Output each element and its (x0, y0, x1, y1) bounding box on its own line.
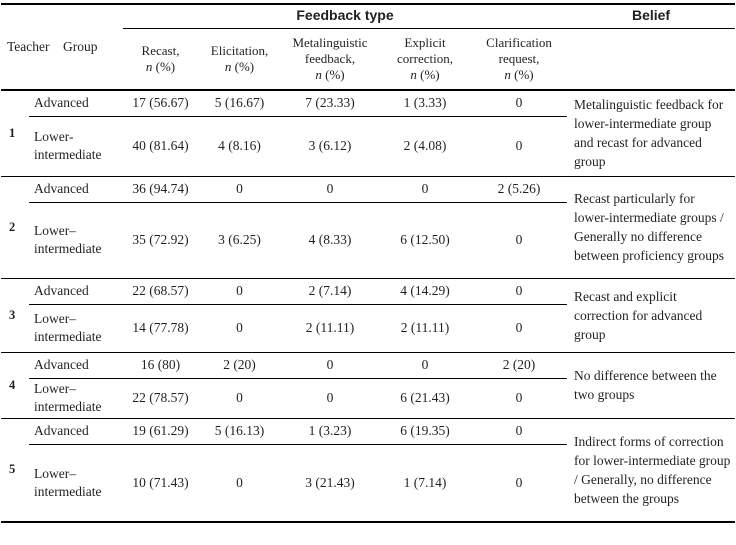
value-cell: 0 (236, 390, 243, 405)
value-cell: 2 (20) (471, 352, 568, 379)
value-cell: 0 (515, 138, 523, 153)
teacher-number: 1 (9, 125, 16, 140)
value-cell: 0 (515, 390, 523, 405)
value-cell: 0 (471, 418, 568, 445)
column-header-explicit-correction: Explicit correction, n (%) (397, 34, 453, 82)
value-cell: 1 (3.33) (379, 90, 471, 117)
value-cell: 0 (515, 232, 523, 247)
value-cell: 2 (11.11) (305, 320, 355, 335)
value-cell: 1 (3.23) (281, 418, 379, 445)
value-cell: 0 (236, 474, 243, 490)
column-header-metalinguistic: Metalinguistic feedback, n (%) (292, 34, 368, 82)
page: Teacher Group Feedback type Belief Recas… (1, 3, 736, 523)
teacher-number: 4 (9, 377, 16, 392)
group-label-lower-intermediate: Lower– intermediate (34, 465, 102, 499)
value-cell: 4 (8.16) (218, 138, 261, 153)
value-cell: 5 (16.13) (198, 418, 281, 445)
column-header-clarification-request: Clarification request, n (%) (486, 34, 552, 82)
value-cell: 3 (6.12) (308, 138, 352, 153)
value-cell: 2 (7.14) (281, 278, 379, 305)
value-cell: 0 (515, 320, 523, 335)
belief-text: Recast particularly for lower-intermedia… (574, 191, 724, 263)
group-label-advanced: Advanced (29, 90, 123, 117)
value-cell: 22 (68.57) (123, 278, 198, 305)
value-cell: 2 (4.08) (403, 138, 447, 153)
teacher-block-5: 5 Advanced 19 (61.29) 5 (16.13) 1 (3.23)… (1, 418, 736, 522)
value-cell: 0 (326, 390, 334, 405)
value-cell: 40 (81.64) (132, 138, 189, 153)
value-cell: 2 (20) (198, 352, 281, 379)
value-cell: 16 (80) (123, 352, 198, 379)
group-label-lower-intermediate: Lower– intermediate (34, 311, 102, 344)
value-cell: 0 (236, 320, 243, 335)
belief-text: Indirect forms of correction for lower-i… (574, 433, 731, 506)
value-cell: 6 (21.43) (400, 390, 450, 405)
value-cell: 19 (61.29) (123, 418, 198, 445)
teacher-number: 3 (9, 307, 16, 322)
feedback-type-header: Feedback type (123, 4, 568, 29)
table-header: Teacher Group Feedback type Belief Recas… (1, 4, 736, 90)
value-cell: 0 (379, 176, 471, 203)
value-cell: 10 (71.43) (132, 474, 189, 490)
value-cell: 0 (515, 474, 523, 490)
value-cell: 0 (281, 352, 379, 379)
group-label-lower-intermediate: Lower– intermediate (34, 381, 102, 414)
group-label-advanced: Advanced (29, 176, 123, 203)
teacher-block-3: 3 Advanced 22 (68.57) 0 2 (7.14) 4 (14.2… (1, 278, 736, 352)
value-cell: 0 (198, 176, 281, 203)
belief-column-header: Belief (567, 4, 736, 29)
teacher-column-header: Teacher (7, 39, 50, 54)
value-cell: 2 (11.11) (400, 320, 450, 335)
value-cell: 4 (8.33) (308, 232, 352, 247)
value-cell: 5 (16.67) (198, 90, 281, 117)
value-cell: 2 (5.26) (471, 176, 568, 203)
group-label-lower-intermediate: Lower-intermediate (34, 129, 102, 162)
belief-header-spacer (567, 28, 735, 90)
belief-text: Metalinguistic feedback for lower-interm… (574, 97, 724, 170)
belief-text: Recast and explicit correction for advan… (574, 288, 703, 342)
value-cell: 0 (198, 278, 281, 305)
value-cell: 35 (72.92) (132, 232, 189, 247)
value-cell: 7 (23.33) (281, 90, 379, 117)
value-cell: 36 (94.74) (123, 176, 198, 203)
teacher-block-4: 4 Advanced 16 (80) 2 (20) 0 0 2 (20) No … (1, 352, 736, 418)
value-cell: 6 (12.50) (400, 232, 450, 247)
feedback-table: Teacher Group Feedback type Belief Recas… (1, 3, 736, 523)
group-label-lower-intermediate: Lower– intermediate (34, 223, 102, 256)
value-cell: 0 (281, 176, 379, 203)
value-cell: 0 (471, 90, 568, 117)
teacher-number: 2 (9, 219, 16, 234)
belief-text: No difference between the two groups (574, 368, 717, 402)
group-column-header: Group (63, 39, 98, 54)
group-label-advanced: Advanced (29, 278, 123, 305)
value-cell: 14 (77.78) (132, 320, 189, 335)
value-cell: 6 (19.35) (379, 418, 471, 445)
teacher-block-1: 1 Advanced 17 (56.67) 5 (16.67) 7 (23.33… (1, 90, 736, 176)
value-cell: 17 (56.67) (123, 90, 198, 117)
value-cell: 3 (21.43) (305, 474, 355, 490)
value-cell: 0 (379, 352, 471, 379)
value-cell: 22 (78.57) (132, 390, 189, 405)
value-cell: 3 (6.25) (218, 232, 261, 247)
value-cell: 1 (7.14) (403, 474, 447, 490)
value-cell: 4 (14.29) (379, 278, 471, 305)
teacher-block-2: 2 Advanced 36 (94.74) 0 0 0 2 (5.26) Rec… (1, 176, 736, 278)
column-header-elicitation: Elicitation, n (%) (210, 42, 269, 74)
group-label-advanced: Advanced (29, 352, 123, 379)
group-label-advanced: Advanced (29, 418, 123, 445)
teacher-number: 5 (9, 462, 16, 477)
value-cell: 0 (471, 278, 568, 305)
column-header-recast: Recast, n (%) (141, 42, 180, 74)
